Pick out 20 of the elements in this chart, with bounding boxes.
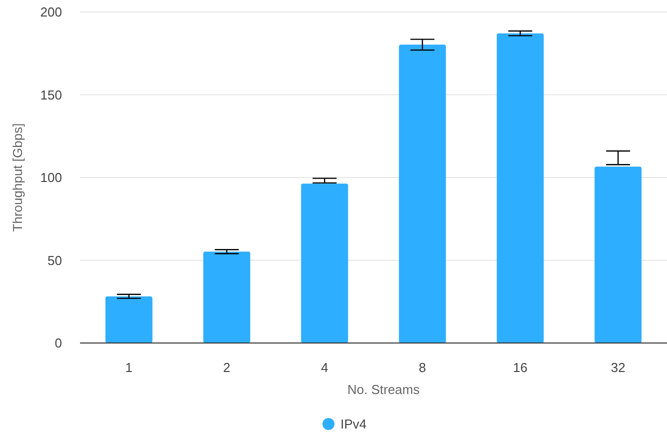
bar — [105, 296, 152, 343]
y-tick-label: 50 — [48, 252, 62, 268]
bar — [594, 166, 642, 343]
y-axis-title: Throughput [Gbps] — [10, 123, 25, 232]
legend-label: IPv4 — [340, 416, 367, 432]
y-tick-label: 150 — [40, 87, 62, 102]
bar — [301, 184, 348, 343]
bar — [496, 33, 544, 343]
y-tick-label: 200 — [40, 4, 62, 20]
x-tick-label: 16 — [513, 360, 528, 375]
x-tick-label: 2 — [223, 360, 230, 375]
x-axis-title: No. Streams — [347, 382, 420, 397]
bar — [203, 252, 250, 343]
x-tick-label: 8 — [418, 360, 426, 375]
x-tick-label: 1 — [125, 360, 133, 375]
x-tick-label: 32 — [610, 360, 626, 375]
y-tick-label: 0 — [54, 336, 62, 351]
y-tick-label: 100 — [40, 170, 62, 186]
x-tick-label: 4 — [320, 360, 328, 375]
bar — [398, 44, 446, 343]
